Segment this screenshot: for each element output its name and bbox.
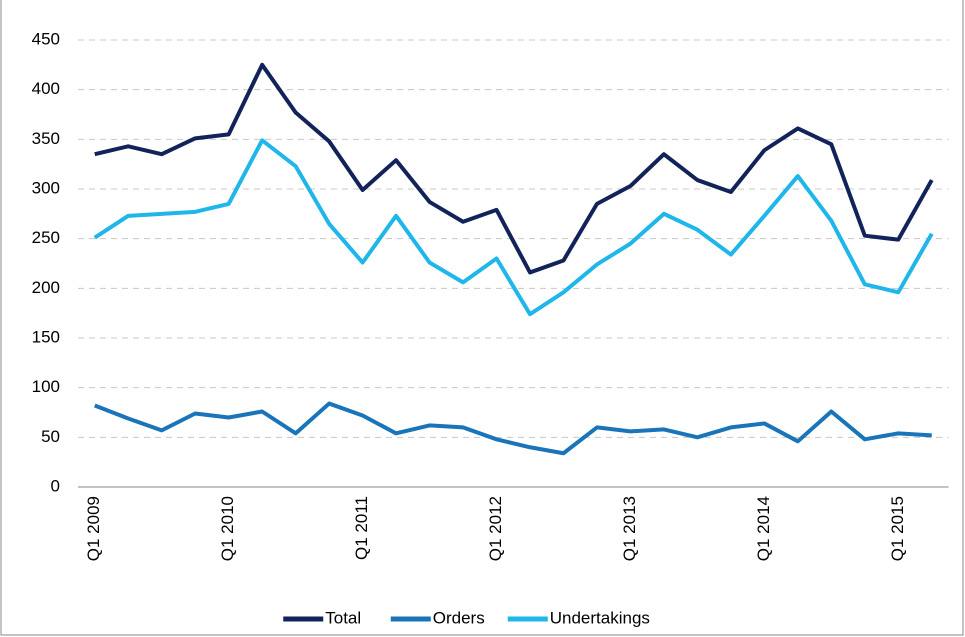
- x-tick-label: Q1 2012: [486, 496, 505, 561]
- y-tick-label: 100: [32, 377, 60, 396]
- x-tick-label: Q1 2009: [84, 496, 103, 561]
- y-tick-label: 0: [51, 476, 60, 495]
- legend-label: Undertakings: [550, 608, 650, 627]
- y-tick-label: 450: [32, 29, 60, 48]
- line-series: [94, 401, 932, 456]
- y-tick-label: 200: [32, 278, 60, 297]
- y-tick-label: 400: [32, 79, 60, 98]
- legend-label: Orders: [433, 608, 485, 627]
- line-series: [93, 138, 934, 317]
- y-tick-label: 350: [32, 129, 60, 148]
- y-tick-label: 250: [32, 228, 60, 247]
- y-tick-label: 300: [32, 178, 60, 197]
- x-tick-label: Q1 2013: [620, 496, 639, 561]
- legend-label: Total: [325, 608, 361, 627]
- line-series: [94, 62, 934, 275]
- y-tick-label: 150: [32, 327, 60, 346]
- x-tick-label: Q1 2011: [352, 496, 371, 560]
- x-tick-label: Q1 2015: [888, 496, 907, 561]
- y-tick-label: 50: [41, 427, 60, 446]
- x-tick-label: Q1 2010: [218, 496, 237, 561]
- x-tick-label: Q1 2014: [754, 496, 773, 561]
